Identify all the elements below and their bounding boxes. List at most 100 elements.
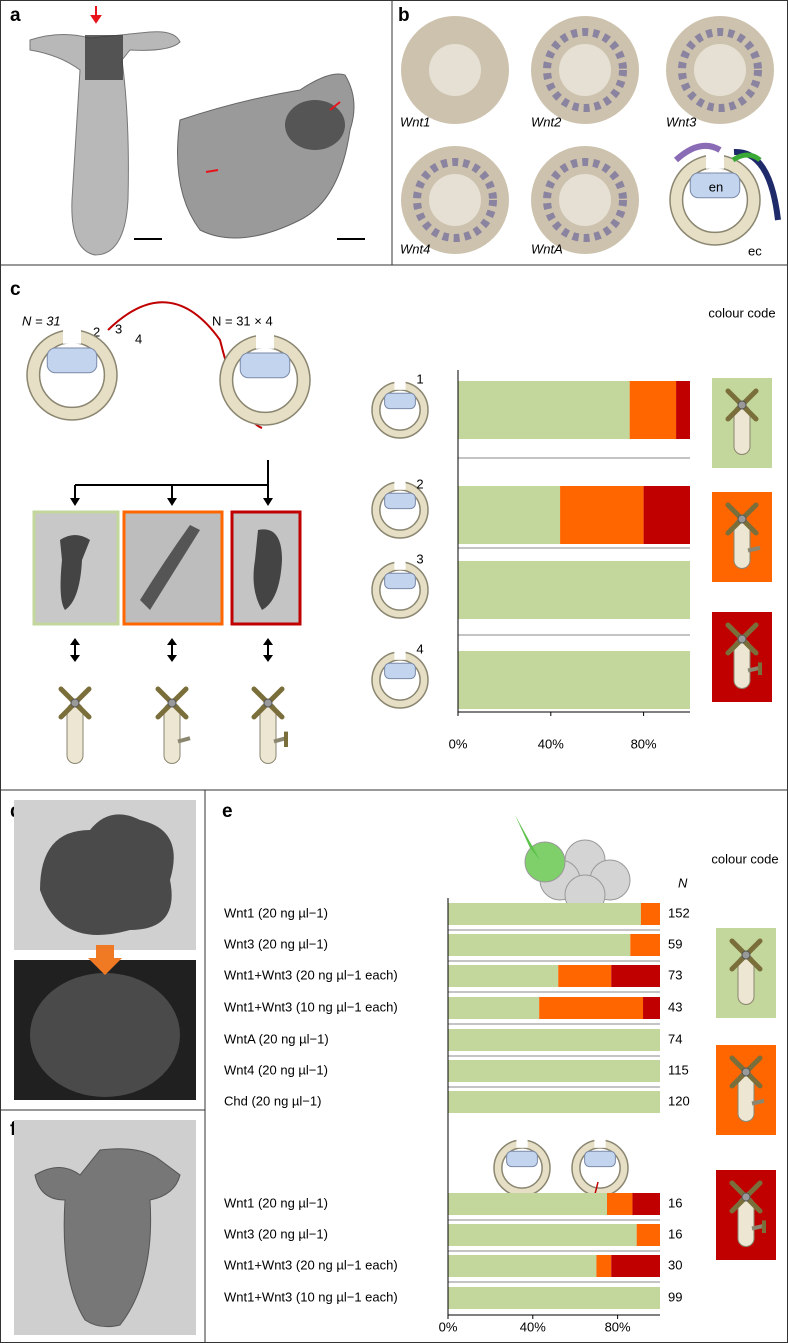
ec-label: ec	[748, 243, 762, 258]
bar-segment	[448, 1255, 597, 1277]
gap	[63, 328, 81, 344]
gap	[394, 380, 406, 390]
x-tick-label: 0%	[449, 736, 468, 751]
bar-segment	[560, 486, 644, 544]
site-label: 4	[135, 331, 142, 346]
blastocoel	[559, 44, 611, 96]
endoderm	[689, 172, 741, 199]
site-label: 2	[93, 324, 100, 339]
gap	[594, 1138, 606, 1148]
bar-segment	[632, 1193, 660, 1215]
gap	[706, 153, 724, 169]
bar-segment	[676, 381, 690, 439]
domain-arc	[673, 142, 722, 163]
gene-label: WntA	[531, 241, 563, 256]
category-label: Wnt1+Wnt3 (10 ng µl−1 each)	[224, 1289, 398, 1304]
bud	[747, 545, 761, 553]
endoderm	[384, 392, 416, 410]
gene-label: Wnt2	[531, 114, 562, 129]
n-value: 30	[668, 1257, 682, 1272]
bar-segment	[448, 1224, 637, 1246]
bar-segment	[448, 1091, 660, 1113]
n-value: 73	[668, 967, 682, 982]
photo-polyp	[32, 510, 302, 626]
bar-segment	[448, 1193, 607, 1215]
panel-label: e	[222, 801, 233, 822]
n-value: 74	[668, 1031, 682, 1046]
category-label: Wnt1+Wnt3 (20 ng µl−1 each)	[224, 1257, 398, 1272]
bar-segment	[629, 381, 677, 439]
endoderm	[584, 1150, 616, 1168]
schematics	[26, 328, 776, 1260]
needle	[515, 815, 540, 860]
bar-segment	[448, 1029, 660, 1051]
bar-segment	[448, 997, 540, 1019]
stain	[543, 158, 627, 242]
category-label: Wnt3 (20 ng µl−1)	[224, 1226, 328, 1241]
n-value: 152	[668, 905, 690, 920]
bar-segment	[458, 486, 561, 544]
n-label: N = 31	[22, 313, 61, 328]
bar-segment	[448, 1287, 660, 1309]
in-situ-photos	[401, 16, 781, 254]
bar-segment	[611, 1255, 660, 1277]
n-value: 43	[668, 999, 682, 1014]
photo-polyp	[177, 73, 365, 240]
category-label: Chd (20 ng µl−1)	[224, 1093, 321, 1108]
bar-segment	[607, 1193, 633, 1215]
n-value: 16	[668, 1195, 682, 1210]
bar-segment	[448, 903, 641, 925]
bar-segment	[611, 965, 660, 987]
en-label: en	[709, 179, 723, 194]
n-value: 115	[668, 1062, 689, 1077]
category-label: Wnt1 (20 ng µl−1)	[224, 905, 328, 920]
domain-arc	[733, 148, 781, 221]
bar-segment	[643, 486, 690, 544]
gap	[394, 650, 406, 660]
arrow	[90, 6, 341, 173]
hypostome	[263, 698, 273, 708]
hypostome	[70, 698, 80, 708]
bud	[751, 1098, 765, 1106]
endoderm	[506, 1150, 538, 1168]
bar-segment	[643, 997, 660, 1019]
category-label: WntA (20 ng µl−1)	[224, 1031, 329, 1046]
gap	[516, 1138, 528, 1148]
hypostome	[737, 634, 747, 644]
gap	[256, 333, 274, 349]
hypostome	[167, 698, 177, 708]
panel-label: b	[398, 5, 410, 26]
bar-segment	[448, 965, 559, 987]
endoderm	[46, 347, 98, 374]
stain	[678, 28, 762, 112]
site-label: 3	[115, 321, 122, 336]
n-header: N	[678, 875, 688, 890]
bar-segment	[636, 1224, 660, 1246]
blastocoel	[694, 44, 746, 96]
stain	[543, 28, 627, 112]
gap	[394, 560, 406, 570]
colour-code-label: colour code	[711, 851, 778, 866]
gene-label: Wnt4	[400, 241, 430, 256]
endoderm	[239, 352, 291, 379]
bar-segment	[558, 965, 612, 987]
category-label: Wnt4 (20 ng µl−1)	[224, 1062, 328, 1077]
bar-segment	[448, 934, 631, 956]
x-tick-label: 80%	[631, 736, 657, 751]
colour-code-label: colour code	[708, 305, 775, 320]
panel-label: c	[10, 279, 21, 300]
hypostome	[741, 1192, 751, 1202]
photo-polyp	[14, 1120, 196, 1335]
blastocoel	[429, 44, 481, 96]
photo-embryo	[14, 800, 196, 1100]
x-tick-label: 80%	[605, 1319, 631, 1334]
bar-segment	[630, 934, 660, 956]
category-label: Wnt1+Wnt3 (20 ng µl−1 each)	[224, 967, 398, 982]
category-label: Wnt3 (20 ng µl−1)	[224, 936, 328, 951]
stain	[413, 158, 497, 242]
x-tick-label: 40%	[538, 736, 564, 751]
bar-segment	[539, 997, 644, 1019]
hypostome	[741, 950, 751, 960]
bar-segment	[458, 651, 690, 709]
blastocoel	[559, 174, 611, 226]
